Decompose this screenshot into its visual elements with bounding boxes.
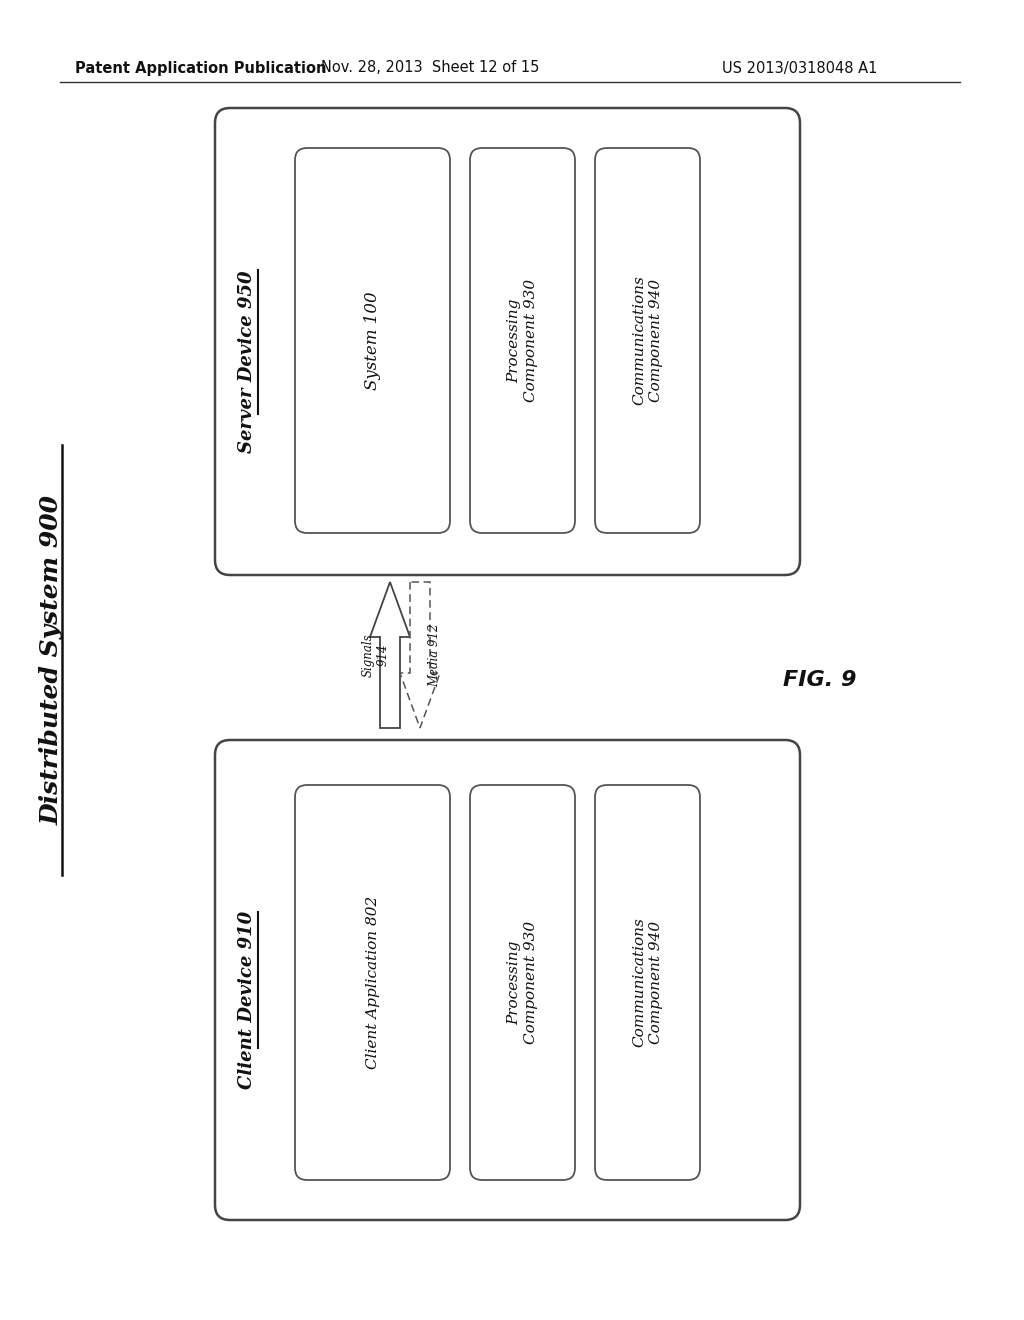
Text: FIG. 9: FIG. 9	[783, 671, 857, 690]
Text: US 2013/0318048 A1: US 2013/0318048 A1	[722, 61, 878, 75]
Text: Communications
Component 940: Communications Component 940	[633, 917, 663, 1048]
Text: Client Device 910: Client Device 910	[238, 911, 256, 1089]
Text: Signals
914: Signals 914	[362, 634, 390, 677]
Text: Media 912: Media 912	[428, 623, 441, 686]
Text: Distributed System 900: Distributed System 900	[40, 495, 65, 825]
FancyBboxPatch shape	[215, 741, 800, 1220]
FancyBboxPatch shape	[215, 108, 800, 576]
Polygon shape	[370, 582, 410, 729]
Text: Patent Application Publication: Patent Application Publication	[75, 61, 327, 75]
FancyBboxPatch shape	[295, 148, 450, 533]
Text: System 100: System 100	[364, 292, 381, 389]
FancyBboxPatch shape	[595, 785, 700, 1180]
Text: Communications
Component 940: Communications Component 940	[633, 276, 663, 405]
Text: Processing
Component 930: Processing Component 930	[508, 921, 538, 1044]
Text: Processing
Component 930: Processing Component 930	[508, 279, 538, 403]
Text: Client Application 802: Client Application 802	[366, 896, 380, 1069]
Text: Nov. 28, 2013  Sheet 12 of 15: Nov. 28, 2013 Sheet 12 of 15	[321, 61, 540, 75]
Text: Server Device 950: Server Device 950	[238, 271, 256, 453]
FancyBboxPatch shape	[470, 785, 575, 1180]
FancyBboxPatch shape	[295, 785, 450, 1180]
FancyBboxPatch shape	[470, 148, 575, 533]
FancyBboxPatch shape	[595, 148, 700, 533]
Polygon shape	[400, 582, 440, 729]
